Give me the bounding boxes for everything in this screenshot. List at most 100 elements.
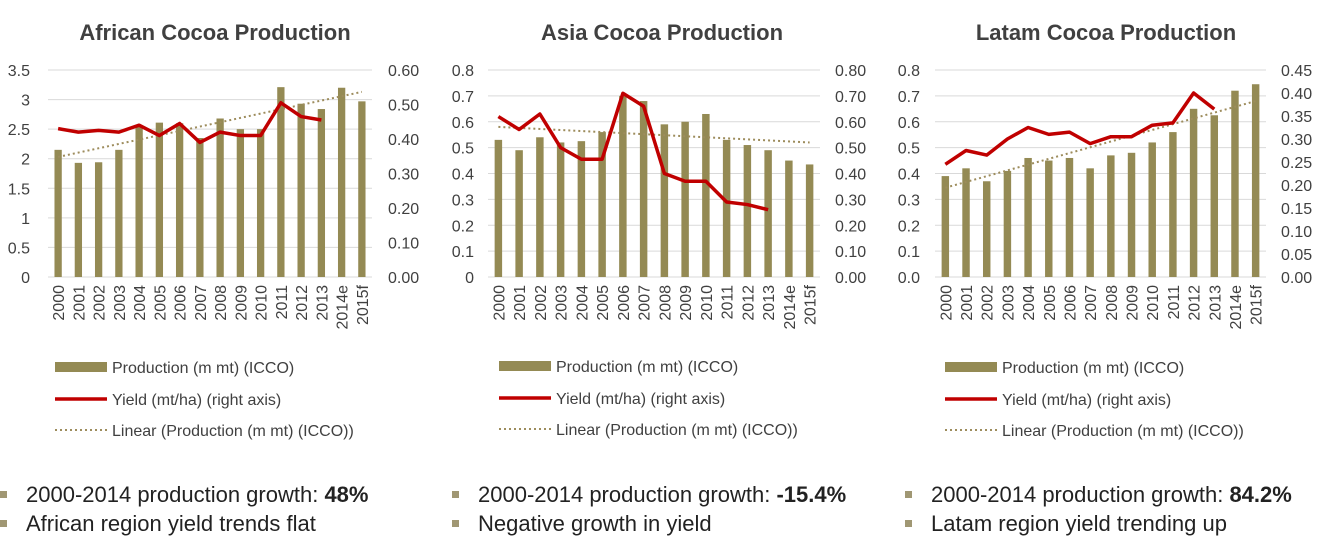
y2-tick-label: 0.35: [1281, 109, 1312, 126]
asia-bullets: 2000-2014 production growth: -15.4% Nega…: [452, 480, 846, 538]
y2-tick-label: 0.20: [1281, 178, 1312, 195]
x-tick-label: 2008: [213, 285, 230, 321]
x-tick-label: 2006: [173, 285, 190, 321]
chart-title: Asia Cocoa Production: [541, 20, 783, 45]
y-tick-label: 1: [21, 211, 30, 228]
africa-chart: African Cocoa Production 0 0.5 1 1.5 2 2.5 3 3.5…: [8, 20, 419, 440]
y-tick-label: 0.2: [898, 218, 920, 235]
bar: [1231, 90, 1239, 277]
bar: [1107, 155, 1115, 277]
y2-tick-label: 0.50: [388, 98, 419, 115]
x-tick-label: 2015f: [355, 284, 372, 325]
x-tick-label: 2004: [1021, 285, 1038, 321]
legend-label: Linear (Production (m mt) (ICCO)): [556, 422, 798, 439]
x-tick-label: 2010: [1145, 285, 1162, 321]
y2-tick-label: 0.45: [1281, 63, 1312, 80]
y-tick-label: 0.3: [452, 192, 474, 209]
bullet-square-icon: [452, 491, 459, 498]
y2-tick-label: 0.00: [388, 270, 419, 287]
x-tick-label: 2013: [314, 285, 331, 321]
x-tick-label: 2006: [616, 285, 633, 321]
y-tick-label: 0.8: [452, 63, 474, 80]
bullet-text: Negative growth in yield: [478, 511, 712, 536]
bar: [196, 138, 204, 277]
bar: [1189, 108, 1198, 277]
y2-tick-label: 0.15: [1281, 201, 1312, 218]
trend-line: [57, 90, 363, 158]
y-tick-label: 0.0: [898, 270, 920, 287]
legend-label: Linear (Production (m mt) (ICCO)): [1002, 423, 1244, 440]
y2-tick-label: 0.70: [835, 89, 866, 106]
x-tick-label: 2013: [761, 285, 778, 321]
y-tick-label: 3: [21, 93, 30, 110]
bar: [639, 101, 648, 277]
bar: [1065, 157, 1074, 277]
bar: [1003, 170, 1012, 277]
bullet-text: 2000-2014 production growth:: [26, 482, 325, 507]
x-tick-label: 2004: [132, 285, 149, 321]
x-tick-label: 2014e: [782, 285, 799, 330]
x-tick-label: 2010: [699, 285, 716, 321]
bar: [598, 132, 606, 277]
bar: [1169, 132, 1177, 277]
bar: [74, 162, 83, 277]
bar: [337, 87, 346, 277]
x-tick-label: 2008: [1104, 285, 1121, 321]
bar: [256, 129, 265, 277]
y2-tick-label: 0.30: [1281, 132, 1312, 149]
x-tick-label: 2002: [533, 285, 550, 321]
x-tick-label: 2009: [678, 285, 695, 321]
bar: [1086, 168, 1094, 277]
x-tick-label: 2006: [1062, 285, 1079, 321]
bar: [236, 129, 245, 277]
x-tick-label: 2009: [1125, 285, 1142, 321]
bullet-item: 2000-2014 production growth: 84.2%: [905, 480, 1292, 509]
bullet-square-icon: [0, 520, 7, 527]
legend-bar-swatch: [499, 361, 551, 371]
bar: [941, 176, 950, 277]
bullet-square-icon: [0, 491, 7, 498]
x-tick-label: 2001: [71, 285, 88, 321]
bullet-value: -15.4%: [776, 482, 847, 507]
bullet-item: Latam region yield trending up: [905, 509, 1292, 538]
bullet-item: Negative growth in yield: [452, 509, 846, 538]
x-tick-label: 2014e: [335, 285, 352, 330]
y2-tick-label: 0.20: [835, 218, 866, 235]
x-tick-label: 2009: [233, 285, 250, 321]
bullet-text: 2000-2014 production growth:: [478, 482, 777, 507]
bar: [1127, 152, 1136, 277]
x-tick-label: 2003: [112, 285, 129, 321]
y2-tick-label: 0.25: [1281, 155, 1312, 172]
latam-chart: Latam Cocoa Production 0.0 0.1 0.2 0.3 0.4 0.5…: [898, 20, 1312, 440]
x-tick-label: 2000: [51, 285, 68, 321]
y-tick-label: 0.5: [898, 141, 920, 158]
bar: [982, 181, 991, 277]
asia-chart: Asia Cocoa Production 0 0.1 0.2 0.3 0.4 0.5 0.6…: [452, 20, 866, 439]
x-tick-label: 2011: [720, 285, 737, 320]
y-tick-label: 0.4: [898, 167, 920, 184]
x-tick-label: 2008: [657, 285, 674, 321]
y2-tick-label: 0.80: [835, 63, 866, 80]
yield-line: [944, 91, 1216, 166]
bullet-item: African region yield trends flat: [0, 509, 368, 538]
x-tick-label: 2004: [574, 285, 591, 321]
chart-panel-latam: Latam Cocoa Production 0.0 0.1 0.2 0.3 0.4 0.5…: [893, 0, 1324, 542]
bullet-square-icon: [905, 491, 912, 498]
bar: [54, 149, 62, 277]
y-tick-label: 0: [21, 270, 30, 287]
bar: [317, 109, 326, 277]
africa-bullets: 2000-2014 production growth: 48% African…: [0, 480, 368, 538]
y2-tick-label: 0.10: [835, 244, 866, 261]
y2-tick-label: 0.40: [388, 132, 419, 149]
yield-line: [497, 91, 769, 212]
y-tick-label: 0.5: [452, 141, 474, 158]
bar: [1024, 157, 1032, 277]
bar: [785, 160, 793, 277]
bullet-square-icon: [905, 520, 912, 527]
y2-tick-label: 0.60: [388, 63, 419, 80]
bar: [277, 87, 285, 277]
bar: [297, 103, 305, 277]
y2-tick-label: 0.30: [388, 167, 419, 184]
y2-tick-label: 0.40: [1281, 86, 1312, 103]
x-tick-label: 2015f: [803, 284, 820, 325]
